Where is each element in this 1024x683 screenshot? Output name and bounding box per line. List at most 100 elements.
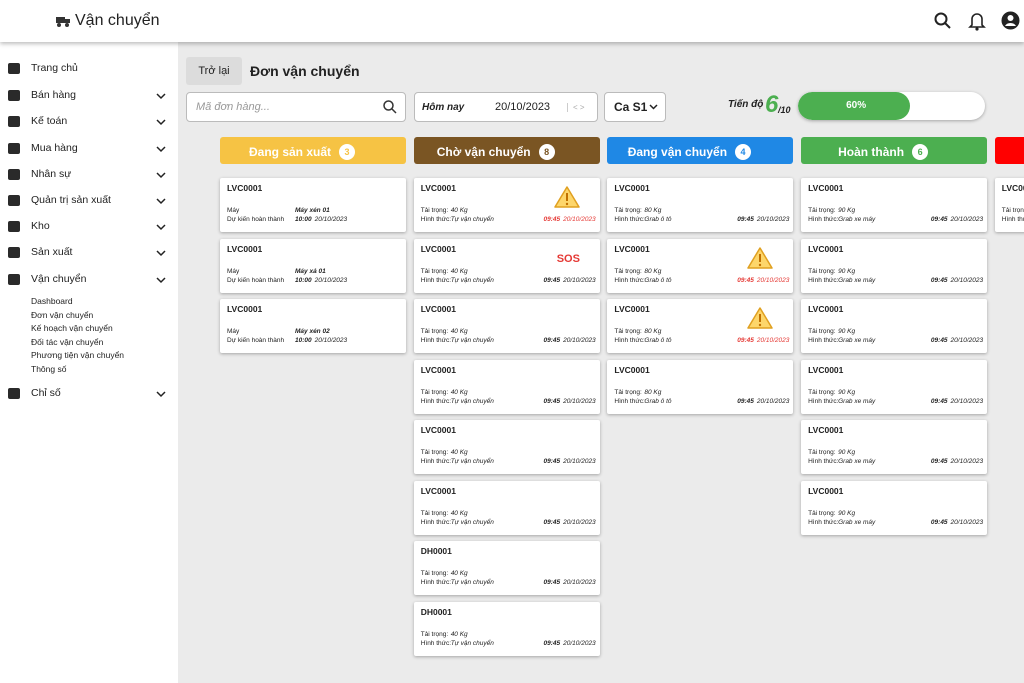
field-value: Tự vận chuyển <box>450 518 494 526</box>
order-card[interactable]: LVC0001 Tải trọng: 40 Kg Hình thức: Tự vận c… <box>413 238 600 293</box>
time: 09:45 <box>543 337 561 344</box>
order-card[interactable]: LVC0001 Tải trọng: 90 Kg Hình thức: Grab xe … <box>801 420 988 474</box>
sidebar-label: Sản xuất <box>31 246 73 258</box>
field-label: Tải trọng: <box>614 267 642 275</box>
order-card[interactable]: LVC0001 Máy Máy xén 02 Dự kiến hoàn thành 10… <box>220 299 406 353</box>
order-code: LVC0001 <box>808 243 844 254</box>
field-label: Tải trọng: <box>808 328 836 335</box>
sidebar-item[interactable]: Kế toán <box>0 112 178 132</box>
sidebar-item[interactable]: Mua hàng <box>0 139 178 159</box>
chevron <box>156 93 166 100</box>
field-label: Tải trọng: <box>420 328 449 335</box>
order-card[interactable]: DH0001 Tải trọng: 40 Kg Hình thức: Tự vận ch… <box>413 541 600 595</box>
search-button[interactable] <box>934 12 952 30</box>
order-card[interactable]: LVC0001 Tải trọng: 80 Kg Hình thức: Grab ô t… <box>607 178 794 232</box>
field-label: Máy <box>227 328 240 335</box>
sidebar-item[interactable]: Chỉ số <box>0 384 178 404</box>
order-code: LVC0001 <box>614 183 650 193</box>
column-title-text: Đang sản xuất <box>248 145 332 159</box>
order-card[interactable]: LVC0001 Tải trọng: 80 Kg Hình thức: Grab ô t… <box>607 238 794 293</box>
order-card[interactable]: LVC0001 Tải trọng: 90 Kg Hình thức: Grab xe … <box>801 178 988 232</box>
column-header[interactable]: Đang vận chuyển 4 <box>607 137 794 164</box>
field-label: Hình thức: <box>420 337 452 344</box>
submenu-item[interactable]: Kế hoạch vận chuyển <box>31 323 113 334</box>
order-card[interactable]: LVC0001 Tải trọng: 90 Kg Hình thức: Grab xe … <box>801 359 988 414</box>
order-card[interactable]: LVC0001 Tải trọng: 40 Kg Hình thức: Tự vận c… <box>413 420 600 474</box>
sidebar-item[interactable]: Nhân sự <box>0 165 178 185</box>
time: 09:45 <box>930 458 948 465</box>
column-header[interactable] <box>994 137 1024 164</box>
column-header[interactable]: Đang sản xuất 3 <box>220 137 406 164</box>
sidebar-label: Bán hàng <box>31 89 76 101</box>
timestamp: 09:45 20/10/2023 <box>737 337 789 344</box>
submenu-item[interactable]: Dashboard <box>31 296 73 306</box>
field-value: Máy xén 01 <box>295 207 330 214</box>
order-card[interactable]: LVC0001 Tải trọng: 40 Kg Hình thức: Tự vận c… <box>413 480 600 535</box>
date-nav[interactable]: < > <box>567 103 585 112</box>
order-code: LVC0001 <box>420 425 456 435</box>
order-code: LVC0001 <box>420 485 456 496</box>
order-card[interactable]: LVC0001 Tải trọng: Hình thức: <box>994 178 1024 232</box>
field-value: 80 Kg <box>644 388 662 396</box>
order-card[interactable]: LVC0001 Tải trọng: 90 Kg Hình thức: Grab xe … <box>801 480 988 535</box>
back-button[interactable]: Trở lại <box>186 57 242 85</box>
app-title: Vận chuyển <box>75 12 160 29</box>
order-card[interactable]: LVC0001 Tải trọng: 40 Kg Hình thức: Tự vận c… <box>413 299 600 353</box>
sidebar-label: Chỉ số <box>31 387 61 399</box>
field-label: Tải trọng: <box>808 509 836 517</box>
date: 20/10/2023 <box>950 216 984 223</box>
field-label: Tải trọng: <box>420 267 449 275</box>
sidebar-item[interactable]: Vận chuyển <box>0 270 178 290</box>
date: 20/10/2023 <box>314 276 348 284</box>
field-value: 90 Kg <box>838 509 856 517</box>
page-title: Đơn vận chuyển <box>250 63 360 79</box>
sidebar-label: Mua hàng <box>31 142 78 154</box>
submenu-item[interactable]: Đối tác vận chuyển <box>31 336 104 347</box>
column-header[interactable]: Chờ vận chuyển 8 <box>413 137 600 164</box>
sidebar-item[interactable]: Bán hàng <box>0 86 178 106</box>
column-header[interactable]: Hoàn thành 6 <box>801 137 988 164</box>
order-card[interactable]: LVC0001 Tải trọng: 80 Kg Hình thức: Grab ô t… <box>607 299 794 353</box>
shift-select[interactable]: Ca S1 <box>604 92 666 122</box>
notification-button[interactable] <box>968 11 986 31</box>
date: 20/10/2023 <box>950 397 984 405</box>
sidebar-item[interactable]: Kho <box>0 217 178 237</box>
time: 09:45 <box>930 397 948 405</box>
column-title: Đang vận chuyển 4 <box>607 144 793 160</box>
submenu-item[interactable]: Thông số <box>31 364 67 374</box>
field-value: 40 Kg <box>450 328 468 335</box>
field-value: 90 Kg <box>838 328 856 335</box>
account-button[interactable] <box>1001 11 1020 30</box>
order-card[interactable]: LVC0001 Tải trọng: 80 Kg Hình thức: Grab ô t… <box>607 359 794 414</box>
submenu-item[interactable]: Phương tiện vận chuyển <box>31 350 125 361</box>
search-placeholder: Mã đơn hàng... <box>196 101 270 113</box>
order-card[interactable]: LVC0001 Tải trọng: 90 Kg Hình thức: Grab xe … <box>801 238 988 293</box>
order-card[interactable]: LVC0001 Máy Máy xả 01 Dự kiến hoàn thành 10:… <box>220 238 406 293</box>
submenu-item[interactable]: Đơn vận chuyển <box>31 309 94 320</box>
order-card[interactable]: LVC0001 Tải trọng: 40 Kg Hình thức: Tự vận c… <box>413 178 600 232</box>
date: 20/10/2023 <box>563 216 596 223</box>
timestamp: 09:45 20/10/2023 <box>544 640 596 647</box>
sidebar-item[interactable]: Quản trị sản xuất <box>0 191 178 211</box>
field-label: Tải trọng: <box>1001 207 1024 214</box>
order-card[interactable]: LVC0001 Máy Máy xén 01 Dự kiến hoàn thành 10… <box>220 178 406 232</box>
order-card[interactable]: LVC0001 Tải trọng: 90 Kg Hình thức: Grab xe … <box>801 299 988 353</box>
field-value: Tự vận chuyển <box>450 458 494 465</box>
dropdown-icon <box>649 104 658 110</box>
field-value: Grab xe máy <box>838 337 876 344</box>
sidebar-item[interactable]: Sản xuất <box>0 243 178 263</box>
progress-bar: 60% <box>798 92 985 120</box>
field-label: Tải trọng: <box>420 509 449 517</box>
date-picker[interactable]: Hôm nay 20/10/2023 < > <box>414 92 598 122</box>
order-card[interactable]: DH0001 Tải trọng: 40 Kg Hình thức: Tự vận ch… <box>413 601 600 656</box>
time: 10:00 <box>295 337 312 344</box>
field-label: Hình thức: <box>1001 216 1024 223</box>
warning-icon <box>747 246 774 269</box>
field-label: Tải trọng: <box>808 267 836 275</box>
search-box[interactable]: Mã đơn hàng... <box>186 92 406 122</box>
sidebar-item[interactable]: Trang chủ <box>0 59 178 79</box>
order-card[interactable]: LVC0001 Tải trọng: 40 Kg Hình thức: Tự vận c… <box>413 359 600 414</box>
column-count: 4 <box>735 144 752 160</box>
time: 09:45 <box>737 216 754 223</box>
column-count: 8 <box>538 144 555 160</box>
